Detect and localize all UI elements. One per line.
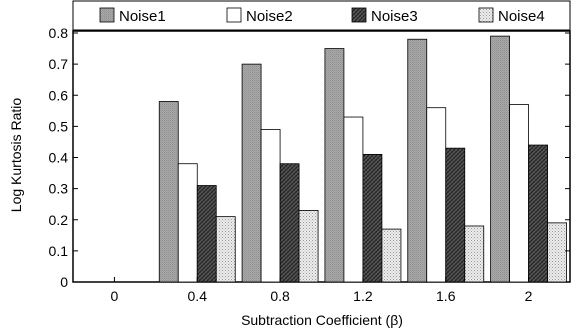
legend-label-noise1: Noise1 [119,8,166,25]
bar-noise3 [528,144,548,283]
bar-noise2 [177,163,198,283]
y-tick-label: 0.6 [49,87,69,103]
plot-area [72,30,571,283]
x-tick-label: 1.2 [353,288,373,304]
bar-noise2 [343,116,364,283]
bar-noise2 [260,129,281,283]
bar-noise3 [362,153,383,283]
bar-noise4 [298,210,319,283]
legend-label-noise3: Noise3 [371,8,418,25]
y-axis: 0 0.1 0.2 0.3 0.4 0.5 0.6 0.7 0.8 [49,25,570,290]
legend-swatch-noise4 [478,7,494,23]
y-tick-label: 0 [60,274,68,290]
y-tick-label: 0.7 [49,56,69,72]
bar-noise4 [381,228,402,283]
legend-swatch-noise2 [226,7,242,23]
legend-label-noise4: Noise4 [498,8,545,25]
y-axis-label: Log Kurtosis Ratio [8,98,24,213]
bar-noise1 [490,35,510,283]
y-tick-label: 0.1 [49,243,69,259]
x-axis: 0 0.4 0.8 1.2 1.6 2 [111,277,533,304]
bar-noise1 [241,63,262,283]
bar-noise4 [547,222,567,283]
y-tick-label: 0.2 [49,212,69,228]
legend-swatch-noise1 [99,7,115,23]
y-tick-label: 0.3 [49,181,69,197]
bar-noise3 [279,163,300,283]
x-tick-label: 0 [111,288,119,304]
bar-noise4 [464,225,485,283]
legend-swatch-noise3 [351,7,367,23]
legend-label-noise2: Noise2 [246,8,293,25]
y-tick-label: 0.8 [49,25,69,41]
bar-noise3 [445,147,466,283]
bar-noise2 [509,104,529,283]
legend: Noise1 Noise2 Noise3 Noise4 [72,0,571,31]
bar-noise1 [158,101,179,283]
y-tick-label: 0.4 [49,150,69,166]
bar-noise3 [196,185,217,283]
bars-group [158,35,567,283]
x-tick-label: 0.4 [188,288,208,304]
y-tick-label: 0.5 [49,118,69,134]
x-tick-label: 2 [525,288,533,304]
x-tick-label: 0.8 [270,288,290,304]
x-tick-label: 1.6 [436,288,456,304]
x-axis-label: Subtraction Coefficient (β) [241,312,403,328]
bar-noise2 [426,107,447,283]
bar-noise1 [407,38,428,283]
bar-noise4 [215,216,236,283]
bar-noise1 [324,48,345,283]
